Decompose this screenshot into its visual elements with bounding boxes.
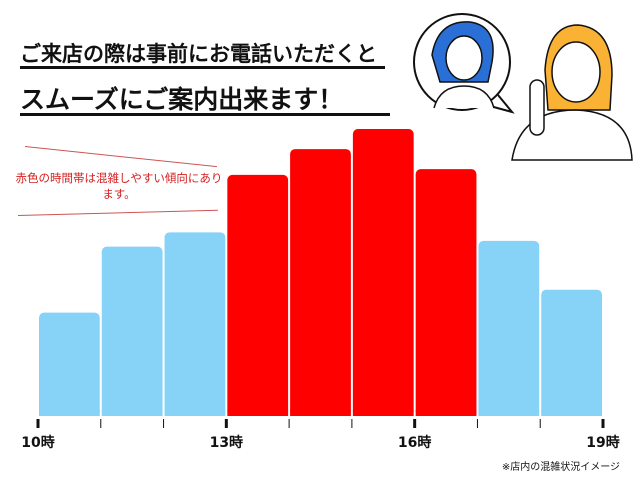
bar-base [101,410,163,416]
headline-line1: ご来店の際は事前にお電話いただくと [20,42,377,66]
bar-base [39,410,100,416]
bar-15時 [352,129,414,416]
bar-18時 [541,289,602,416]
headline-underline [20,66,385,69]
people-on-phone-icon [413,13,633,161]
headline-underline [20,113,390,116]
x-tick-label: 10時 [21,434,54,451]
bar-base [541,410,602,416]
bar-base [352,410,414,416]
x-tick-label: 16時 [398,434,431,451]
bar-base [290,410,351,416]
busy-note: 赤色の時間帯は混雑しやすい傾向にあります。 [15,171,223,201]
x-tick-label: 13時 [210,434,243,451]
bar-13時 [227,174,289,416]
bar-base [478,410,540,416]
bar-16時 [415,169,477,416]
headline-line2: スムーズにご案内出来ます！ [20,85,344,114]
bar-12時 [164,232,226,416]
bar-14時 [290,149,351,416]
bar-base [415,410,477,416]
footnote: ※店内の混雑状況イメージ [501,462,620,473]
bar-10時 [39,312,100,416]
x-tick-label: 19時 [586,434,619,451]
bar-base [164,410,226,416]
bar-base [227,410,289,416]
bar-17時 [478,240,540,416]
bar-11時 [101,246,163,416]
